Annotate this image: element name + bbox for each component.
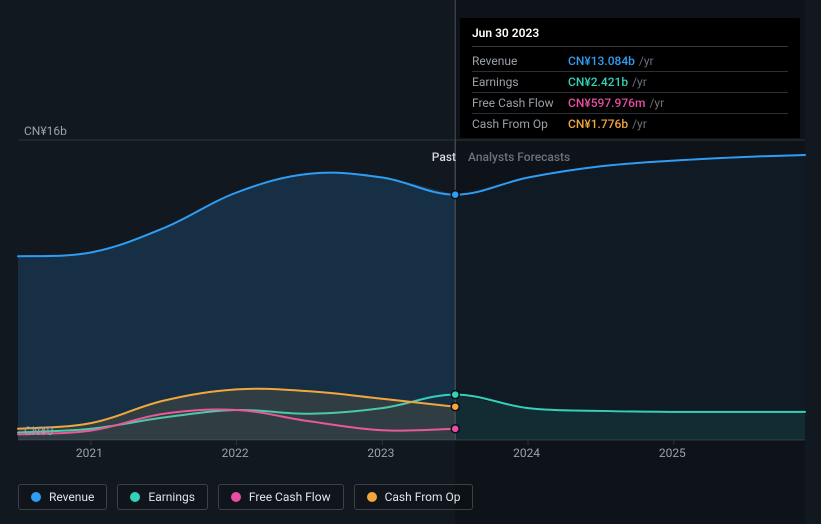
legend-swatch	[367, 492, 377, 502]
x-axis-tick-label: 2023	[367, 446, 394, 460]
tooltip-row-value: CN¥2.421b	[568, 75, 628, 89]
tooltip-row-label: Earnings	[472, 75, 568, 89]
tooltip-row-unit: /yr	[632, 75, 647, 89]
tooltip-row-unit: /yr	[632, 117, 647, 131]
legend-item-revenue[interactable]: Revenue	[18, 484, 107, 510]
tooltip-row-value: CN¥13.084b	[568, 54, 635, 68]
x-axis-tick-label: 2022	[222, 446, 249, 460]
tooltip-row-label: Cash From Op	[472, 117, 568, 131]
tooltip-row-label: Revenue	[472, 54, 568, 68]
x-axis-tick-label: 2021	[76, 446, 103, 460]
tooltip-row-revenue: RevenueCN¥13.084b/yr	[472, 51, 788, 72]
tooltip-row-unit: /yr	[639, 54, 654, 68]
y-axis-min-label: CN¥0	[24, 424, 53, 438]
hover-marker-fcf	[451, 425, 459, 433]
revenue-area-future	[455, 155, 805, 440]
chart-legend: Revenue Earnings Free Cash Flow Cash From O…	[18, 484, 473, 510]
legend-label: Earnings	[148, 490, 195, 504]
tooltip-row-value: CN¥597.976m	[568, 96, 645, 110]
legend-item-cash-from-op[interactable]: Cash From Op	[354, 484, 474, 510]
tooltip-row-cfo: Cash From OpCN¥1.776b/yr	[472, 114, 788, 134]
legend-item-earnings[interactable]: Earnings	[117, 484, 208, 510]
hover-tooltip: Jun 30 2023 RevenueCN¥13.084b/yrEarnings…	[460, 18, 800, 138]
y-axis-max-label: CN¥16b	[24, 124, 67, 138]
tooltip-date: Jun 30 2023	[472, 26, 788, 47]
legend-label: Revenue	[49, 490, 94, 504]
tooltip-row-unit: /yr	[649, 96, 664, 110]
forecast-region-label: Analysts Forecasts	[468, 150, 570, 164]
legend-swatch	[231, 492, 241, 502]
tooltip-row-earnings: EarningsCN¥2.421b/yr	[472, 72, 788, 93]
past-region-label: Past	[432, 150, 456, 164]
tooltip-row-fcf: Free Cash FlowCN¥597.976m/yr	[472, 93, 788, 114]
x-axis-tick-label: 2025	[659, 446, 686, 460]
legend-item-free-cash-flow[interactable]: Free Cash Flow	[218, 484, 344, 510]
hover-marker-cfo	[451, 403, 459, 411]
legend-label: Cash From Op	[385, 490, 461, 504]
financial-forecast-chart: CN¥16b CN¥0 Past Analysts Forecasts 2021…	[0, 0, 821, 524]
legend-label: Free Cash Flow	[249, 490, 331, 504]
hover-marker-revenue	[451, 191, 459, 199]
legend-swatch	[31, 492, 41, 502]
x-axis-tick-label: 2024	[513, 446, 540, 460]
tooltip-row-value: CN¥1.776b	[568, 117, 628, 131]
legend-swatch	[130, 492, 140, 502]
hover-marker-earnings	[451, 391, 459, 399]
tooltip-row-label: Free Cash Flow	[472, 96, 568, 110]
